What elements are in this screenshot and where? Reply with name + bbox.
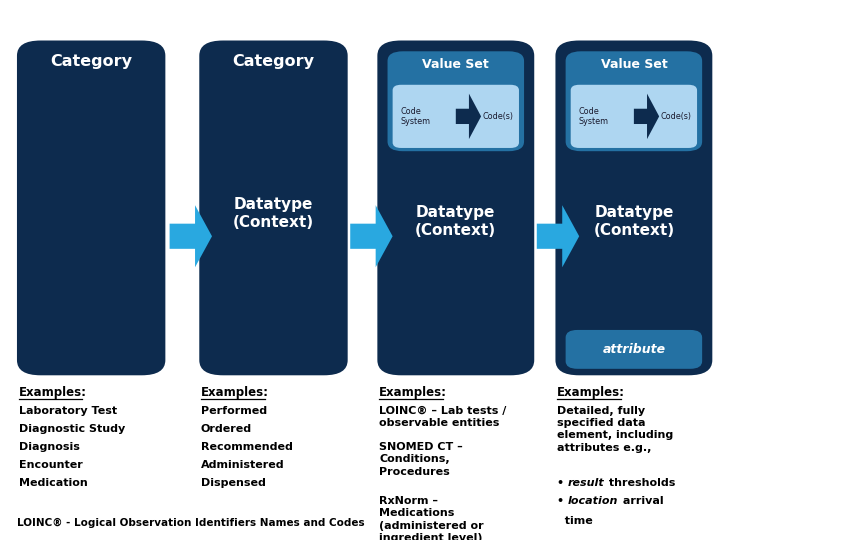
Text: Ordered: Ordered (201, 424, 252, 434)
Text: Diagnosis: Diagnosis (19, 442, 80, 451)
Text: LOINC® – Lab tests /
observable entities: LOINC® – Lab tests / observable entities (379, 406, 506, 428)
Text: Detailed, fully
specified data
element, including
attributes e.g.,: Detailed, fully specified data element, … (557, 406, 673, 453)
Text: time: time (557, 516, 593, 526)
Polygon shape (170, 205, 212, 267)
FancyBboxPatch shape (199, 40, 348, 375)
Text: Laboratory Test: Laboratory Test (19, 406, 117, 416)
Text: Recommended: Recommended (201, 442, 293, 451)
Text: Value Set: Value Set (422, 58, 489, 71)
Text: Category: Category (50, 54, 132, 69)
Text: Code(s): Code(s) (661, 112, 692, 121)
Text: location: location (568, 496, 618, 506)
Polygon shape (350, 205, 393, 267)
Polygon shape (633, 93, 659, 139)
Text: Examples:: Examples: (19, 386, 86, 399)
Text: Category: Category (593, 54, 675, 69)
Text: LOINC® - Logical Observation Identifiers Names and Codes: LOINC® - Logical Observation Identifiers… (17, 518, 365, 528)
Text: RxNorm –
Medications
(administered or
ingredient level): RxNorm – Medications (administered or in… (379, 496, 483, 540)
Text: Datatype
(Context): Datatype (Context) (416, 205, 496, 238)
Polygon shape (456, 93, 481, 139)
FancyBboxPatch shape (566, 330, 702, 369)
Text: Value Set: Value Set (600, 58, 667, 71)
FancyBboxPatch shape (555, 40, 712, 375)
Text: Examples:: Examples: (557, 386, 625, 399)
Text: Performed: Performed (201, 406, 267, 416)
FancyBboxPatch shape (566, 51, 702, 151)
Text: Administered: Administered (201, 460, 285, 470)
Text: Encounter: Encounter (19, 460, 82, 470)
FancyBboxPatch shape (377, 40, 534, 375)
Text: Code
System: Code System (578, 107, 609, 126)
Text: Code(s): Code(s) (483, 112, 514, 121)
Text: arrival: arrival (618, 496, 663, 506)
FancyBboxPatch shape (571, 85, 697, 148)
Text: •: • (557, 496, 568, 506)
Text: •: • (557, 478, 568, 488)
Text: Examples:: Examples: (379, 386, 447, 399)
Text: SNOMED CT –
Conditions,
Procedures: SNOMED CT – Conditions, Procedures (379, 442, 463, 476)
FancyBboxPatch shape (393, 85, 519, 148)
FancyBboxPatch shape (17, 40, 165, 375)
Text: result: result (568, 478, 605, 488)
Text: attribute: attribute (602, 343, 666, 356)
Text: Code
System: Code System (400, 107, 431, 126)
Text: Datatype
(Context): Datatype (Context) (233, 197, 314, 230)
Polygon shape (537, 205, 579, 267)
Text: Category: Category (232, 54, 315, 69)
Text: Category: Category (415, 54, 497, 69)
Text: Medication: Medication (19, 478, 87, 488)
Text: Datatype
(Context): Datatype (Context) (594, 205, 674, 238)
Text: Dispensed: Dispensed (201, 478, 266, 488)
Text: Examples:: Examples: (201, 386, 269, 399)
Text: thresholds: thresholds (605, 478, 675, 488)
FancyBboxPatch shape (388, 51, 524, 151)
Text: Diagnostic Study: Diagnostic Study (19, 424, 125, 434)
